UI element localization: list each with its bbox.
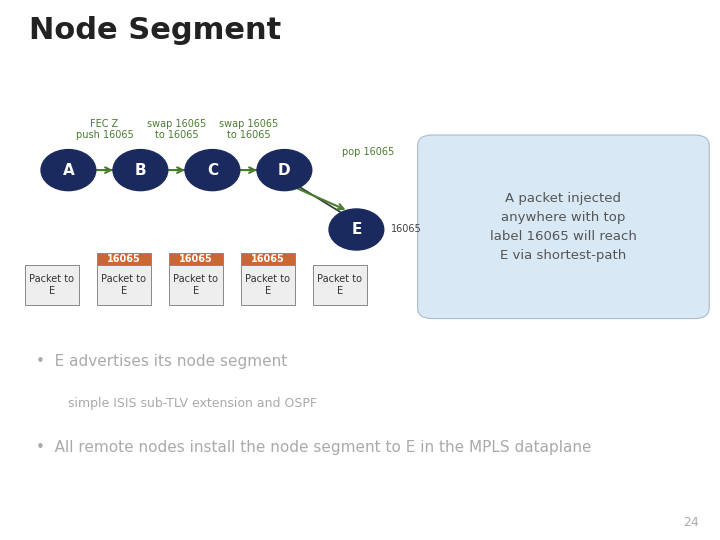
FancyBboxPatch shape [418,135,709,319]
Text: 16065: 16065 [391,225,422,234]
Circle shape [329,209,384,250]
Text: Packet to
E: Packet to E [174,274,218,296]
Text: 16065: 16065 [107,254,140,264]
Circle shape [41,150,96,191]
Bar [24,265,78,305]
Bar [96,253,150,265]
Bar [240,253,295,265]
Circle shape [185,150,240,191]
Text: simple ISIS sub-TLV extension and OSPF: simple ISIS sub-TLV extension and OSPF [68,397,318,410]
Text: Packet to
E: Packet to E [246,274,290,296]
Text: •  E advertises its node segment: • E advertises its node segment [36,354,287,369]
Text: 24: 24 [683,516,698,529]
Text: A: A [63,163,74,178]
Text: pop 16065: pop 16065 [342,146,395,157]
Text: C: C [207,163,218,178]
Text: Packet to
E: Packet to E [102,274,146,296]
Bar [240,265,295,305]
Circle shape [257,150,312,191]
Text: 16065: 16065 [251,254,284,264]
Text: A packet injected
anywhere with top
label 16065 will reach
E via shortest-path: A packet injected anywhere with top labe… [490,192,636,262]
Text: swap 16065
to 16065: swap 16065 to 16065 [147,119,206,140]
Text: swap 16065
to 16065: swap 16065 to 16065 [219,119,278,140]
Text: E: E [351,222,361,237]
Text: •  All remote nodes install the node segment to E in the MPLS dataplane: • All remote nodes install the node segm… [36,440,592,455]
Text: Node Segment: Node Segment [29,16,281,45]
Text: Packet to
E: Packet to E [318,274,362,296]
Circle shape [113,150,168,191]
Bar [312,265,366,305]
Text: Packet to
E: Packet to E [30,274,74,296]
Bar [168,265,223,305]
Text: 16065: 16065 [179,254,212,264]
Text: D: D [278,163,291,178]
Text: B: B [135,163,146,178]
Bar [96,265,150,305]
Bar [168,253,223,265]
Text: FEC Z
push 16065: FEC Z push 16065 [76,119,133,140]
